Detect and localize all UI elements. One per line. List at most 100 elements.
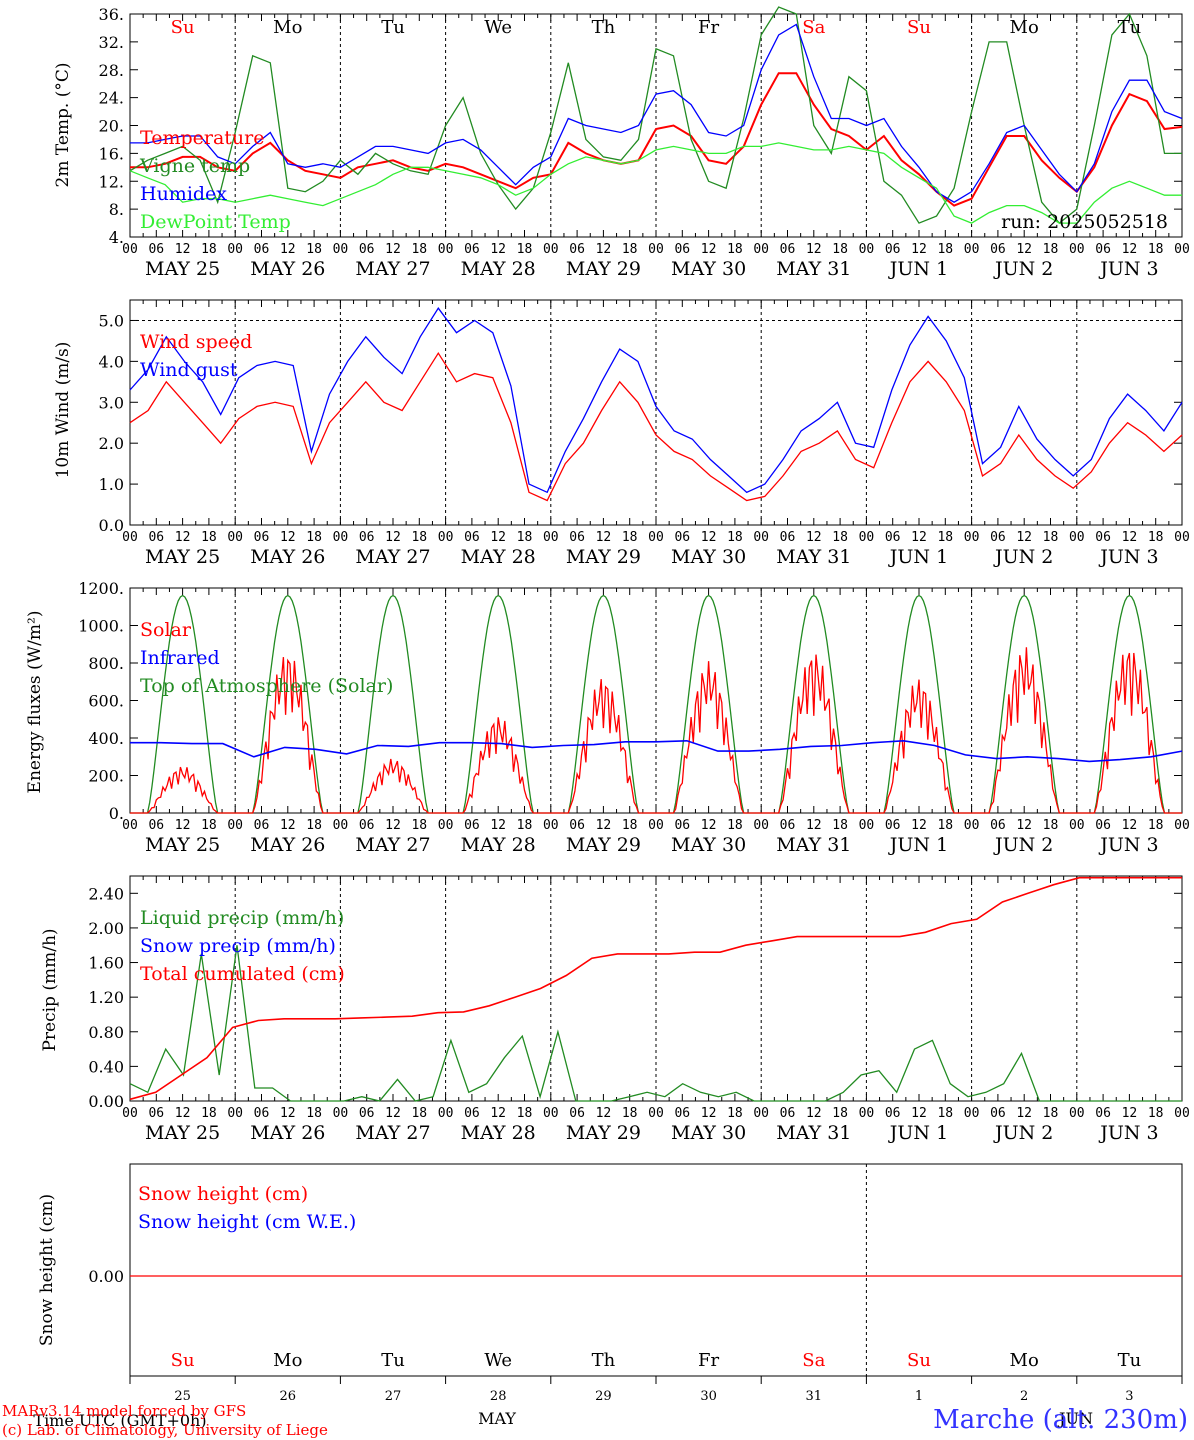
month-label-jun: JUN [1057, 1409, 1093, 1428]
hour-tick-label: 06 [569, 818, 585, 833]
hour-tick-label: 00 [859, 530, 875, 545]
hour-tick-label: 00 [648, 242, 664, 257]
bottom-day-label: 29 [595, 1389, 612, 1404]
hour-tick-label: 00 [964, 1106, 980, 1121]
hour-tick-label: 18 [517, 530, 533, 545]
series-wind-gust [129, 307, 1183, 494]
panel4-ylabel: Precip (mm/h) [40, 928, 60, 1051]
date-label: MAY 31 [776, 834, 851, 856]
hour-tick-label: 18 [306, 242, 322, 257]
date-label: MAY 28 [461, 834, 536, 856]
weekday-label: Tu [381, 17, 405, 38]
hour-tick-label: 06 [885, 1106, 901, 1121]
hour-tick-label: 12 [280, 530, 296, 545]
bottom-day-label: 25 [174, 1389, 191, 1404]
date-label: MAY 26 [250, 546, 325, 568]
hour-tick-label: 00 [227, 530, 243, 545]
run-annotation: run: 2025052518 [1001, 211, 1168, 233]
hour-tick-label: 00 [753, 242, 769, 257]
hour-tick-label: 00 [753, 530, 769, 545]
weekday-label-bottom: Mo [1010, 1350, 1039, 1371]
y-tick-label: 400. [88, 729, 124, 748]
text-layer: 00 06 12 18 00 06 12 18 00 06 12 18 00 06 12 18 00 06 12 18… [78, 5, 1190, 1404]
hour-tick-label: 18 [1043, 242, 1059, 257]
hour-tick-label: 12 [911, 1106, 927, 1121]
hour-tick-label: 06 [254, 818, 270, 833]
date-label: MAY 28 [461, 1122, 536, 1144]
hour-tick-label: 06 [464, 242, 480, 257]
date-label: JUN 2 [993, 834, 1053, 856]
hour-tick-label: 18 [1043, 818, 1059, 833]
hour-tick-label: 06 [990, 818, 1006, 833]
hour-tick-label: 00 [859, 242, 875, 257]
hour-tick-label: 12 [1122, 530, 1138, 545]
weekday-label-bottom: Tu [381, 1350, 405, 1371]
hour-tick-label: 00 [543, 818, 559, 833]
hour-tick-label: 00 [1069, 1106, 1085, 1121]
hour-tick-label: 00 [122, 818, 138, 833]
hour-tick-label: 18 [832, 818, 848, 833]
y-tick-label: 0.00 [88, 1092, 124, 1111]
x-axis-label: Time UTC (GMT+0h) [33, 1411, 206, 1430]
hour-tick-label: 18 [201, 530, 217, 545]
hour-tick-label: 00 [964, 242, 980, 257]
hour-tick-label: 12 [911, 818, 927, 833]
hour-tick-label: 12 [175, 530, 191, 545]
hour-tick-label: 06 [148, 818, 164, 833]
hour-tick-label: 06 [1095, 242, 1111, 257]
hour-tick-label: 06 [254, 242, 270, 257]
hour-tick-label: 00 [227, 818, 243, 833]
y-tick-label: 1000. [78, 617, 124, 636]
hour-tick-label: 06 [674, 530, 690, 545]
hour-tick-label: 12 [1016, 1106, 1032, 1121]
legend-toa-solar: Top of Atmosphere (Solar) [140, 675, 393, 697]
hour-tick-label: 00 [122, 1106, 138, 1121]
y-tick-label: 4.0 [99, 352, 124, 371]
legend-snow-precip: Snow precip (mm/h) [140, 935, 336, 957]
hour-tick-label: 12 [280, 242, 296, 257]
legend-snow-height-we: Snow height (cm W.E.) [138, 1211, 356, 1233]
y-tick-label: 0.00 [88, 1267, 124, 1286]
hour-tick-label: 12 [911, 242, 927, 257]
hour-tick-label: 06 [674, 818, 690, 833]
series-total-cumulated [129, 876, 1182, 1101]
legend-snow-height: Snow height (cm) [138, 1183, 308, 1205]
weekday-label-bottom: Mo [273, 1350, 302, 1371]
hour-tick-label: 18 [306, 1106, 322, 1121]
hour-tick-label: 12 [280, 818, 296, 833]
hour-tick-label: 12 [385, 242, 401, 257]
y-tick-label: 0. [109, 804, 124, 823]
y-tick-label: 2.40 [88, 884, 124, 903]
legend-wind-gust: Wind gust [140, 359, 238, 381]
hour-tick-label: 06 [148, 1106, 164, 1121]
date-label: MAY 29 [566, 258, 641, 280]
hour-tick-label: 18 [727, 242, 743, 257]
hour-tick-label: 12 [490, 530, 506, 545]
hour-tick-label: 12 [1122, 1106, 1138, 1121]
legend-liquid-precip: Liquid precip (mm/h) [140, 907, 344, 929]
month-label-may: MAY [478, 1409, 516, 1428]
hour-tick-label: 06 [990, 1106, 1006, 1121]
hour-tick-label: 18 [1148, 242, 1164, 257]
hour-tick-label: 00 [648, 818, 664, 833]
hour-tick-label: 00 [964, 530, 980, 545]
date-label: JUN 1 [888, 1122, 948, 1144]
weekday-label: Tu [1118, 17, 1142, 38]
date-label: MAY 27 [355, 258, 430, 280]
hour-tick-label: 06 [780, 818, 796, 833]
y-tick-label: 20. [99, 117, 124, 136]
date-label: JUN 2 [993, 1122, 1053, 1144]
y-tick-label: 1.60 [88, 954, 124, 973]
hour-tick-label: 18 [832, 530, 848, 545]
hour-tick-label: 12 [806, 242, 822, 257]
weekday-label: Su [171, 17, 195, 38]
hour-tick-label: 12 [701, 818, 717, 833]
date-label: JUN 3 [1098, 1122, 1158, 1144]
hour-tick-label: 12 [806, 1106, 822, 1121]
hour-tick-label: 18 [517, 818, 533, 833]
date-label: JUN 1 [888, 834, 948, 856]
y-tick-label: 2.0 [99, 434, 124, 453]
y-tick-label: 0.0 [99, 516, 124, 535]
legend-wind-speed: Wind speed [140, 331, 252, 353]
y-tick-label: 0.40 [88, 1057, 124, 1076]
